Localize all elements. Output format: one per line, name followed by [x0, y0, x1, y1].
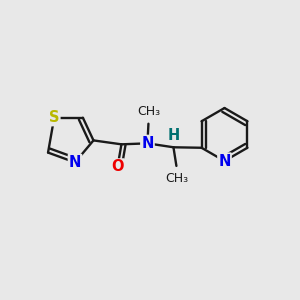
Text: N: N — [141, 136, 154, 151]
Text: N: N — [69, 155, 81, 170]
Text: O: O — [111, 159, 124, 174]
Text: H: H — [168, 128, 180, 142]
Text: S: S — [49, 110, 59, 125]
Text: N: N — [218, 154, 231, 169]
Text: CH₃: CH₃ — [165, 172, 188, 185]
Text: CH₃: CH₃ — [137, 105, 160, 118]
